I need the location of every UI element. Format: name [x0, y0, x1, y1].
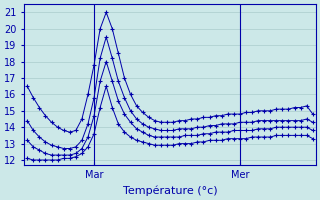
X-axis label: Température (°c): Température (°c) — [123, 185, 217, 196]
